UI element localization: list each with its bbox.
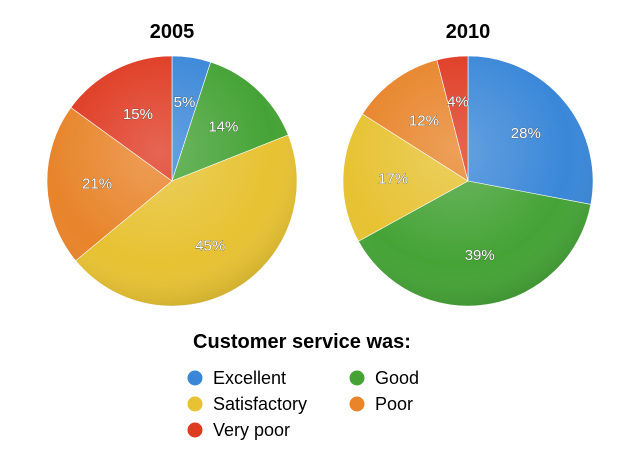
legend-marker-good (349, 370, 365, 386)
legend-title: Customer service was: (193, 331, 411, 353)
pie-label-2005-satisfactory: 45% (195, 238, 225, 255)
legend: Customer service was: Excellent Good Sat… (187, 331, 419, 440)
pie-label-2005-poor: 21% (82, 175, 112, 192)
pie-label-2005-very-poor: 15% (123, 106, 153, 123)
pie-label-2005-excellent: 5% (174, 94, 196, 111)
pie-label-2010-poor: 12% (409, 112, 439, 129)
pie-label-2010-good: 39% (465, 247, 495, 264)
pie-gloss-2005 (47, 56, 297, 306)
legend-marker-very-poor (187, 422, 203, 438)
legend-marker-excellent (187, 370, 203, 386)
pie-2010: 28% 39% 17% 12% 4% (342, 55, 594, 307)
legend-label-very-poor: Very poor (213, 420, 290, 440)
legend-marker-poor (349, 396, 365, 412)
pie-label-2010-satisfactory: 17% (378, 171, 408, 188)
legend-label-poor: Poor (375, 394, 413, 414)
legend-label-excellent: Excellent (213, 368, 286, 388)
pie-2005: 5% 14% 45% 21% 15% (46, 55, 298, 307)
pie-label-2005-good: 14% (208, 118, 238, 135)
chart-title-2005: 2005 (150, 21, 195, 43)
pie-gloss-2010 (343, 56, 593, 306)
legend-label-good: Good (375, 368, 419, 388)
pie-label-2010-very-poor: 4% (447, 94, 469, 111)
chart-title-2010: 2010 (446, 21, 491, 43)
legend-marker-satisfactory (187, 396, 203, 412)
legend-label-satisfactory: Satisfactory (213, 394, 307, 414)
pie-label-2010-excellent: 28% (511, 125, 541, 142)
